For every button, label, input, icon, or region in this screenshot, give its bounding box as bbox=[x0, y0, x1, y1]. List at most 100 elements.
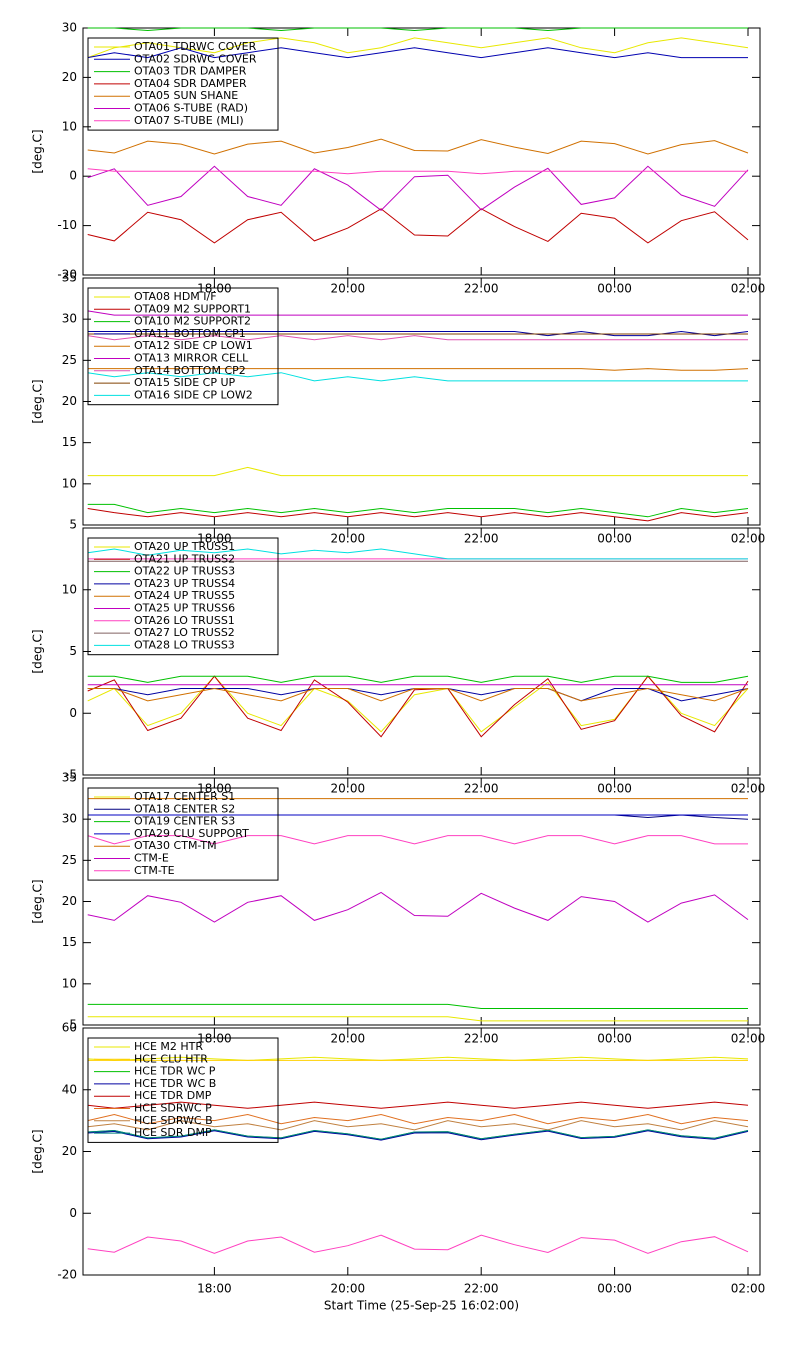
legend-label: HCE SDRWC B bbox=[134, 1114, 213, 1127]
x-axis-label: Start Time (25-Sep-25 16:02:00) bbox=[324, 1299, 519, 1313]
y-tick-label: 10 bbox=[62, 976, 77, 990]
x-tick-label: 00:00 bbox=[597, 282, 632, 296]
y-tick-label: 0 bbox=[69, 1206, 77, 1220]
series-line bbox=[87, 47, 748, 59]
legend-label: OTA07 S-TUBE (MLI) bbox=[134, 114, 244, 127]
series-line bbox=[87, 1016, 748, 1022]
legend-label: OTA25 UP TRUSS6 bbox=[134, 602, 235, 615]
y-tick-label: 60 bbox=[62, 1021, 77, 1035]
y-tick-label: 35 bbox=[62, 771, 77, 785]
legend-label: HCE SDRWC P bbox=[134, 1102, 212, 1115]
y-tick-label: 20 bbox=[62, 70, 77, 84]
y-axis-label: [deg.C] bbox=[31, 129, 45, 173]
legend-label: OTA10 M2 SUPPORT2 bbox=[134, 315, 251, 328]
panel: -20 0 20 40 60 18:00 20:00 22:00 00:00 02:00 [deg.… bbox=[31, 1021, 766, 1313]
legend-label: OTA26 LO TRUSS1 bbox=[134, 614, 235, 627]
y-tick-label: 30 bbox=[62, 312, 77, 326]
x-tick-label: 02:00 bbox=[731, 282, 766, 296]
y-tick-label: -20 bbox=[57, 268, 77, 282]
x-tick-label: 22:00 bbox=[464, 1282, 499, 1296]
y-axis-label: [deg.C] bbox=[31, 1129, 45, 1173]
legend-label: OTA20 UP TRUSS1 bbox=[134, 540, 235, 553]
x-tick-label: 02:00 bbox=[731, 532, 766, 546]
x-tick-label: 00:00 bbox=[597, 1032, 632, 1046]
legend-box bbox=[87, 287, 279, 406]
y-axis-label: [deg.C] bbox=[31, 629, 45, 673]
x-tick-label: 02:00 bbox=[731, 782, 766, 796]
legend-label: HCE CLU HTR bbox=[134, 1052, 208, 1065]
y-tick-label: -10 bbox=[57, 218, 77, 232]
x-tick-label: 22:00 bbox=[464, 1032, 499, 1046]
series-line bbox=[87, 27, 748, 32]
y-tick-label: 20 bbox=[62, 894, 77, 908]
y-tick-label: 15 bbox=[62, 935, 77, 949]
series-line bbox=[87, 368, 749, 371]
legend-label: OTA21 UP TRUSS2 bbox=[134, 552, 235, 565]
legend-label: OTA13 MIRROR CELL bbox=[134, 352, 249, 365]
y-tick-label: -5 bbox=[65, 768, 77, 782]
y-tick-label: 5 bbox=[69, 518, 77, 532]
legend-box bbox=[87, 37, 279, 131]
series-line bbox=[87, 1120, 749, 1131]
series-line bbox=[87, 1003, 748, 1009]
series-line bbox=[87, 503, 749, 518]
series-line bbox=[87, 1130, 749, 1141]
series-line bbox=[87, 1234, 749, 1254]
y-tick-label: 10 bbox=[62, 582, 77, 596]
legend-label: HCE TDR DMP bbox=[134, 1089, 212, 1102]
x-tick-label: 00:00 bbox=[597, 1282, 632, 1296]
legend-label: OTA08 HDM I/F bbox=[134, 290, 217, 303]
legend-label: HCE SDR DMP bbox=[134, 1126, 212, 1139]
panel: -5 0 5 10 18:00 20:00 22:00 00:00 02:00 [deg.C] OT… bbox=[31, 527, 766, 796]
series-line bbox=[87, 208, 749, 244]
legend-label: OTA09 M2 SUPPORT1 bbox=[134, 302, 251, 315]
x-tick-label: 18:00 bbox=[197, 1032, 232, 1046]
legend-label: OTA23 UP TRUSS4 bbox=[134, 577, 235, 590]
y-tick-label: 0 bbox=[69, 706, 77, 720]
y-tick-label: 40 bbox=[62, 1082, 77, 1096]
legend-box bbox=[87, 1037, 279, 1143]
legend-label: OTA14 BOTTOM CP2 bbox=[134, 364, 246, 377]
y-tick-label: 10 bbox=[62, 476, 77, 490]
series-line bbox=[87, 1113, 749, 1125]
panel: 5 10 15 20 25 30 35 18:00 20:00 22:00 00:00 02:00 [d… bbox=[31, 771, 766, 1046]
series-line bbox=[87, 165, 749, 211]
series-line bbox=[87, 687, 749, 702]
x-tick-label: 20:00 bbox=[331, 1282, 366, 1296]
series-line bbox=[87, 330, 749, 337]
series-line bbox=[87, 335, 748, 341]
legend-label: OTA17 CENTER S1 bbox=[134, 790, 235, 803]
x-tick-label: 20:00 bbox=[331, 782, 366, 796]
y-axis-label: [deg.C] bbox=[31, 879, 45, 923]
x-tick-label: 02:00 bbox=[731, 1282, 766, 1296]
series-line bbox=[87, 466, 748, 477]
legend-label: HCE M2 HTR bbox=[134, 1040, 203, 1053]
x-tick-label: 00:00 bbox=[597, 532, 632, 546]
series-line bbox=[87, 1129, 749, 1140]
x-tick-label: 18:00 bbox=[197, 782, 232, 796]
y-tick-label: 35 bbox=[62, 271, 77, 285]
legend-label: CTM-TE bbox=[134, 864, 175, 877]
legend-label: OTA16 SIDE CP LOW2 bbox=[134, 388, 253, 401]
series-line bbox=[87, 310, 748, 316]
legend-label: OTA11 BOTTOM CP1 bbox=[134, 327, 246, 340]
x-tick-label: 20:00 bbox=[331, 532, 366, 546]
y-tick-label: -20 bbox=[57, 1268, 77, 1282]
legend-label: OTA15 SIDE CP UP bbox=[134, 376, 236, 389]
series-line bbox=[87, 372, 748, 382]
x-tick-label: 20:00 bbox=[331, 282, 366, 296]
y-tick-label: 10 bbox=[62, 119, 77, 133]
y-tick-label: 5 bbox=[69, 644, 77, 658]
y-tick-label: 20 bbox=[62, 394, 77, 408]
legend-label: OTA28 LO TRUSS3 bbox=[134, 638, 235, 651]
y-tick-label: 0 bbox=[69, 169, 77, 183]
series-line bbox=[87, 508, 749, 522]
legend-label: OTA04 SDR DAMPER bbox=[134, 77, 247, 90]
series-line bbox=[87, 548, 748, 560]
y-tick-label: 5 bbox=[69, 1018, 77, 1032]
